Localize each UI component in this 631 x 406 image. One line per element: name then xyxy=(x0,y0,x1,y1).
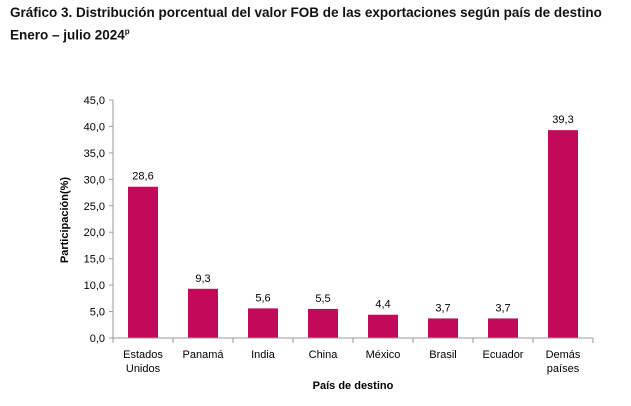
bar xyxy=(128,186,158,338)
x-tick-label: Demás xyxy=(546,349,581,361)
x-tick-label: Estados xyxy=(123,349,163,361)
chart-subtitle: Enero – julio 2024p xyxy=(10,22,602,45)
chart-title: Gráfico 3. Distribución porcentual del v… xyxy=(10,3,602,45)
bar-value-label: 3,7 xyxy=(435,302,450,314)
y-tick-label: 45,0 xyxy=(84,95,105,107)
bar-value-label: 5,5 xyxy=(315,293,330,305)
x-tick-label: países xyxy=(547,363,580,375)
y-tick-label: 30,0 xyxy=(84,174,105,186)
bar-value-label: 5,6 xyxy=(255,292,270,304)
y-tick-label: 15,0 xyxy=(84,254,105,266)
bar-value-label: 9,3 xyxy=(195,273,210,285)
x-axis: Estados Unidos Panamá India China México Brasi… xyxy=(112,337,594,375)
bar-value-label: 28,6 xyxy=(132,171,153,183)
bar xyxy=(488,318,518,338)
x-tick-label: Brasil xyxy=(429,349,457,361)
x-tick-label: Panamá xyxy=(183,349,225,361)
y-axis-label: Participación(%) xyxy=(59,177,71,264)
bar-value-label: 3,7 xyxy=(495,302,510,314)
chart-title-line1: Gráfico 3. Distribución porcentual del v… xyxy=(10,5,602,20)
y-tick-label: 40,0 xyxy=(84,121,105,133)
x-tick-label: Ecuador xyxy=(483,349,524,361)
x-tick-label: Unidos xyxy=(126,363,161,375)
y-tick-label: 0,0 xyxy=(90,333,105,345)
bar xyxy=(368,314,398,338)
bar xyxy=(548,130,578,338)
y-tick-label: 10,0 xyxy=(84,280,105,292)
bar xyxy=(428,318,458,338)
y-tick-label: 20,0 xyxy=(84,227,105,239)
bar-value-label: 4,4 xyxy=(375,299,390,311)
x-tick-label: China xyxy=(309,349,339,361)
y-tick-label: 35,0 xyxy=(84,148,105,160)
y-tick-label: 25,0 xyxy=(84,201,105,213)
bar xyxy=(188,288,218,338)
x-tick-label: India xyxy=(251,349,276,361)
x-tick-label: México xyxy=(366,349,401,361)
y-tick-label: 5,0 xyxy=(90,307,105,319)
bar xyxy=(248,308,278,338)
bars: 28,6 9,3 5,6 5,5 4,4 3,7 3,7 39,3 xyxy=(128,114,578,338)
x-axis-label: País de destino xyxy=(313,380,394,392)
chart-subtitle-sup: p xyxy=(124,27,130,36)
bar-value-label: 39,3 xyxy=(552,114,573,126)
chart-subtitle-text: Enero – julio 2024 xyxy=(10,27,125,43)
y-axis: 0,0 5,0 10,0 15,0 20,0 25,0 30,0 35,0 40,0 45,0 xyxy=(84,95,114,345)
bar xyxy=(308,308,338,338)
